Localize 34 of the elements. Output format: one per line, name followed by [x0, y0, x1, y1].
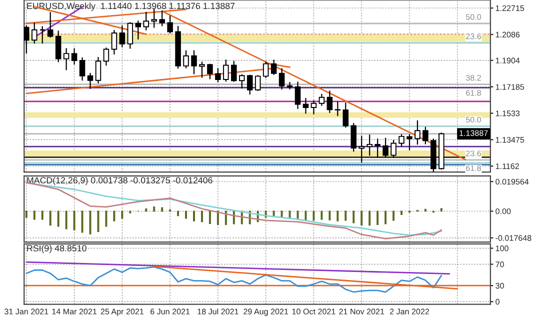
x-tick-label: 21 Nov 2021 [339, 308, 384, 314]
chart-title: MACD(12,26,9) 0.001738 -0.013275 -0.012406 [27, 176, 212, 186]
y-tick-label: 1.2086 [496, 32, 520, 38]
y-tick-label: 1.13475 [496, 136, 524, 143]
y-tick-label: 1.1904 [496, 58, 520, 64]
x-tick-label: 14 Mar 2021 [52, 308, 97, 314]
y-tick-label: 0 [496, 298, 500, 305]
annotation: 38.2 [466, 74, 481, 81]
annotation: 61.8 [466, 90, 481, 96]
annotation: 61.8 [466, 165, 481, 171]
y-tick-label: 1.22715 [496, 5, 524, 12]
annotation: 50.0 [466, 116, 482, 123]
x-tick-label: 10 Oct 2021 [292, 308, 336, 314]
y-tick-label: -0.017648 [496, 235, 532, 241]
annotation: 50.0 [466, 14, 482, 20]
y-tick-label: 1.1162 [496, 163, 519, 170]
x-tick-label: 18 Jul 2021 [198, 308, 238, 314]
x-tick-label: 31 Jan 2021 [4, 308, 48, 314]
annotation: 23.6 [466, 150, 481, 156]
chart-title: RSI(9) 48.8510 [27, 244, 86, 254]
x-tick-label: 25 Apr 2021 [100, 308, 144, 316]
y-tick-label: 0.019564 [496, 178, 529, 185]
y-tick-label: 0.00 [496, 208, 511, 214]
y-tick-label: 1.1533 [496, 110, 520, 116]
x-tick-label: 6 Jun 2021 [150, 308, 190, 314]
x-tick-label: 29 Aug 2021 [244, 308, 288, 316]
y-tick-label: 100 [496, 246, 508, 252]
y-tick-label: 1.17185 [496, 84, 524, 90]
chart-title: EURUSD,Weekly 1.11440 1.13968 1.11376 1.13887 [27, 2, 235, 11]
y-tick-label: 70 [496, 262, 504, 268]
y-tick-label: 30 [496, 282, 504, 289]
annotation: 23.6 [466, 33, 481, 40]
ref-line-label: 1.13887 [460, 130, 488, 136]
x-tick-label: 2 Jan 2022 [390, 308, 430, 314]
